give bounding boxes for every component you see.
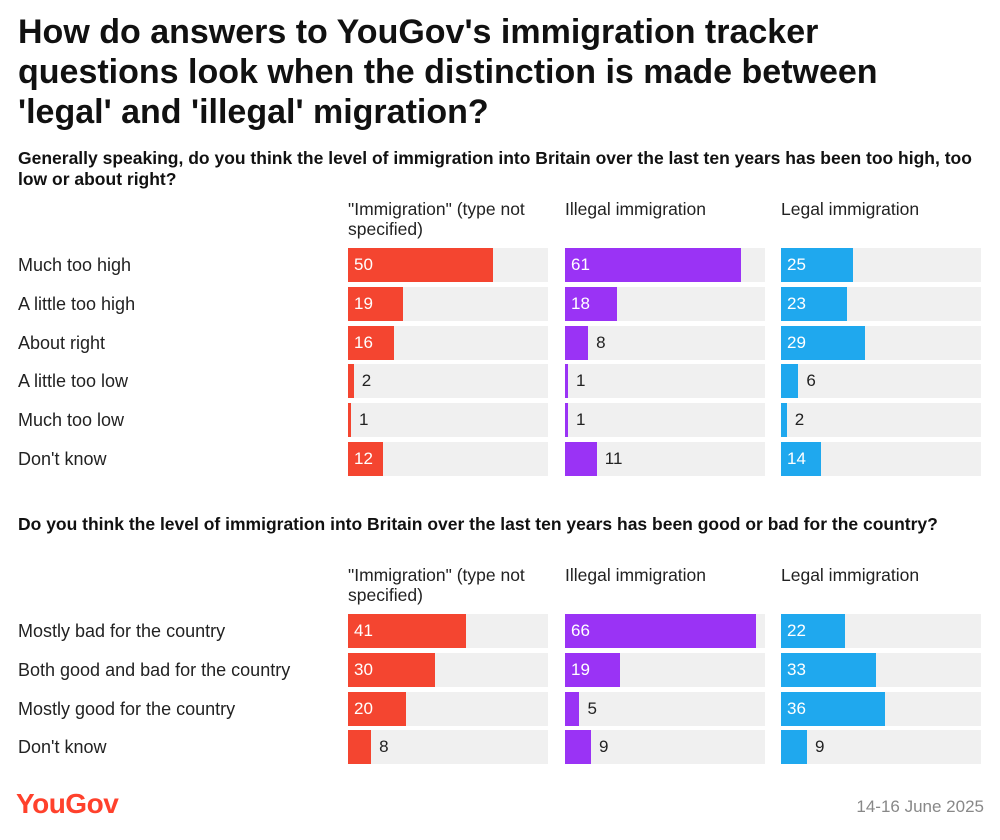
bar — [781, 364, 798, 398]
data-label: 1 — [576, 403, 585, 437]
data-label: 12 — [354, 442, 373, 476]
category-label: Don't know — [18, 444, 106, 474]
bar-track: 1 — [565, 364, 765, 398]
bar — [348, 364, 354, 398]
bar-track: 19 — [348, 287, 548, 321]
data-label: 2 — [362, 364, 371, 398]
data-label: 14 — [787, 442, 806, 476]
category-label: A little too low — [18, 366, 128, 396]
data-label: 20 — [354, 692, 373, 726]
bar — [565, 614, 756, 648]
bar-track: 23 — [781, 287, 981, 321]
bar-track: 2 — [348, 364, 548, 398]
question-title: Generally speaking, do you think the lev… — [18, 148, 978, 190]
data-label: 61 — [571, 248, 590, 282]
bar — [781, 403, 787, 437]
bar-track: 19 — [565, 653, 765, 687]
category-label: Both good and bad for the country — [18, 655, 290, 685]
bar — [348, 730, 371, 764]
question-title: Do you think the level of immigration in… — [18, 514, 978, 535]
bar-track: 30 — [348, 653, 548, 687]
bar-track: 61 — [565, 248, 765, 282]
data-label: 8 — [379, 730, 388, 764]
bar-track: 8 — [565, 326, 765, 360]
bar-track: 22 — [781, 614, 981, 648]
data-label: 30 — [354, 653, 373, 687]
bar-track: 5 — [565, 692, 765, 726]
bar-track: 41 — [348, 614, 548, 648]
category-label: Don't know — [18, 732, 106, 762]
data-label: 22 — [787, 614, 806, 648]
bar-track: 9 — [781, 730, 981, 764]
data-label: 2 — [795, 403, 804, 437]
data-label: 41 — [354, 614, 373, 648]
data-label: 1 — [576, 364, 585, 398]
series-header: Illegal immigration — [565, 199, 775, 219]
bar-track: 11 — [565, 442, 765, 476]
category-label: Much too high — [18, 250, 131, 280]
data-label: 23 — [787, 287, 806, 321]
bar-track: 6 — [781, 364, 981, 398]
series-header: "Immigration" (type not specified) — [348, 565, 558, 605]
category-label: Mostly good for the country — [18, 694, 235, 724]
bar — [565, 730, 591, 764]
bar-track: 12 — [348, 442, 548, 476]
bar — [781, 730, 807, 764]
bar-track: 1 — [348, 403, 548, 437]
data-label: 19 — [571, 653, 590, 687]
data-label: 50 — [354, 248, 373, 282]
bar-track: 29 — [781, 326, 981, 360]
bar — [565, 248, 741, 282]
bar-track: 1 — [565, 403, 765, 437]
bar-track: 36 — [781, 692, 981, 726]
bar — [565, 442, 597, 476]
data-label: 36 — [787, 692, 806, 726]
survey-date: 14-16 June 2025 — [856, 797, 984, 817]
data-label: 19 — [354, 287, 373, 321]
bar-track: 14 — [781, 442, 981, 476]
data-label: 25 — [787, 248, 806, 282]
series-header: Legal immigration — [781, 199, 991, 219]
data-label: 29 — [787, 326, 806, 360]
data-label: 1 — [359, 403, 368, 437]
data-label: 5 — [587, 692, 596, 726]
bar-track: 50 — [348, 248, 548, 282]
data-label: 16 — [354, 326, 373, 360]
category-label: Much too low — [18, 405, 124, 435]
data-label: 6 — [806, 364, 815, 398]
series-header: Illegal immigration — [565, 565, 775, 585]
bar-track: 33 — [781, 653, 981, 687]
data-label: 33 — [787, 653, 806, 687]
data-label: 9 — [599, 730, 608, 764]
bar — [565, 692, 579, 726]
series-header: "Immigration" (type not specified) — [348, 199, 558, 239]
data-label: 9 — [815, 730, 824, 764]
bar-track: 20 — [348, 692, 548, 726]
bar — [348, 403, 351, 437]
bar — [565, 364, 568, 398]
bar-track: 9 — [565, 730, 765, 764]
category-label: About right — [18, 328, 105, 358]
bar-track: 66 — [565, 614, 765, 648]
chart-title: How do answers to YouGov's immigration t… — [18, 12, 978, 132]
bar-track: 18 — [565, 287, 765, 321]
bar-track: 16 — [348, 326, 548, 360]
bar-track: 2 — [781, 403, 981, 437]
data-label: 18 — [571, 287, 590, 321]
yougov-logo: YouGov — [16, 788, 118, 820]
series-header: Legal immigration — [781, 565, 991, 585]
data-label: 8 — [596, 326, 605, 360]
data-label: 11 — [605, 442, 623, 476]
data-label: 66 — [571, 614, 590, 648]
bar-track: 8 — [348, 730, 548, 764]
category-label: Mostly bad for the country — [18, 616, 225, 646]
bar — [565, 326, 588, 360]
category-label: A little too high — [18, 289, 135, 319]
bar — [565, 403, 568, 437]
bar-track: 25 — [781, 248, 981, 282]
